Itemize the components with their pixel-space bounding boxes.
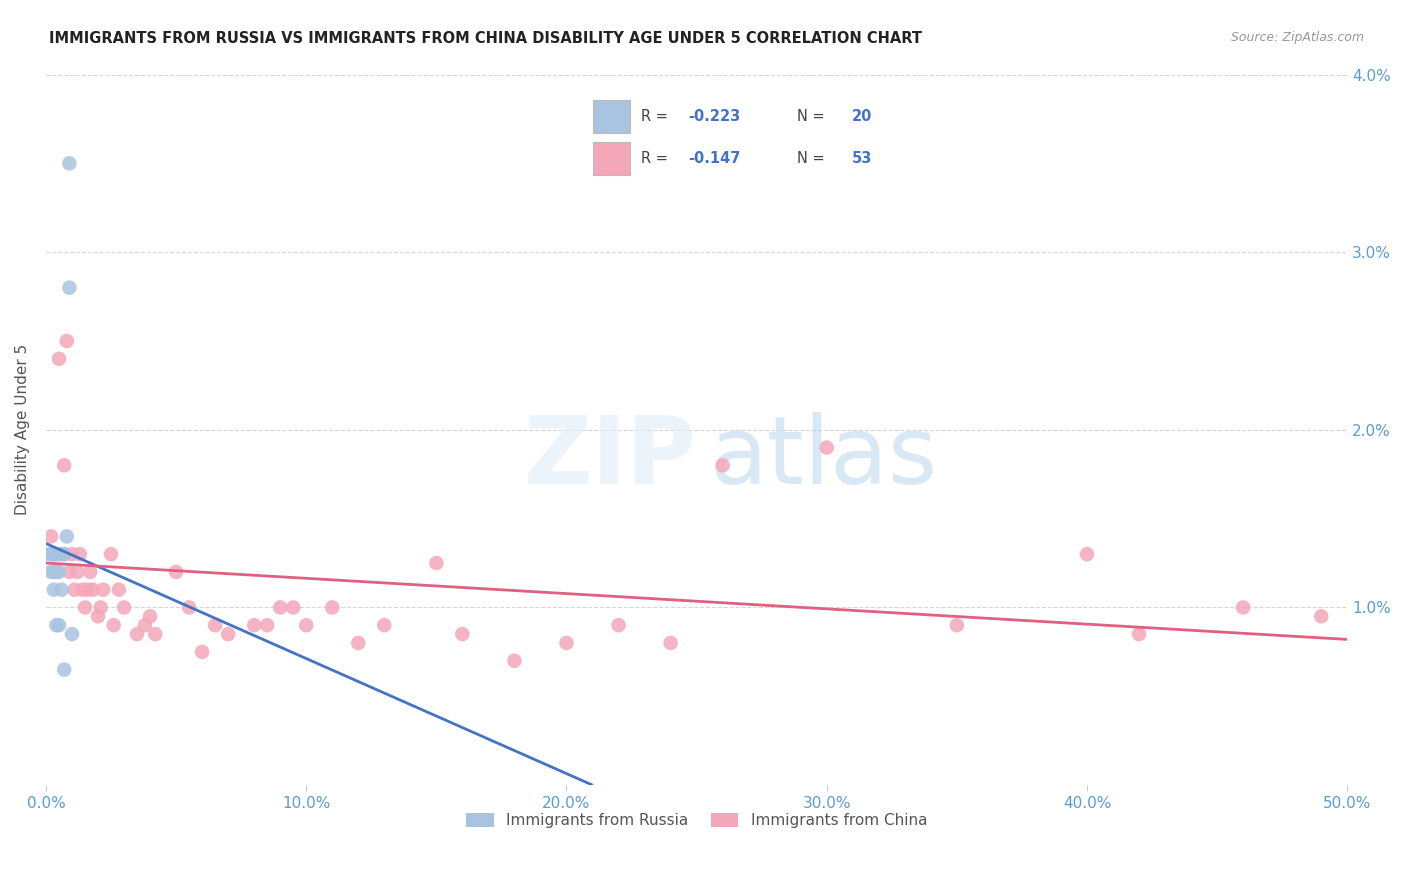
Point	[373, 618, 395, 632]
Point	[42, 582, 65, 597]
Point	[1076, 547, 1098, 561]
Point	[51, 547, 73, 561]
Point	[53, 547, 76, 561]
Point	[283, 600, 305, 615]
Point	[90, 600, 112, 615]
Text: Source: ZipAtlas.com: Source: ZipAtlas.com	[1230, 31, 1364, 45]
Text: ZIP: ZIP	[524, 412, 696, 504]
Point	[82, 582, 104, 597]
Point	[815, 441, 838, 455]
Point	[51, 582, 73, 597]
Legend: Immigrants from Russia, Immigrants from China: Immigrants from Russia, Immigrants from …	[460, 807, 934, 834]
Point	[69, 547, 91, 561]
Point	[425, 556, 447, 570]
Point	[48, 351, 70, 366]
Point	[39, 565, 62, 579]
Point	[179, 600, 201, 615]
Point	[321, 600, 343, 615]
Point	[503, 654, 526, 668]
Point	[39, 529, 62, 543]
Point	[73, 600, 96, 615]
Point	[1232, 600, 1254, 615]
Point	[100, 547, 122, 561]
Point	[711, 458, 734, 473]
Point	[53, 547, 76, 561]
Point	[45, 547, 67, 561]
Point	[72, 582, 94, 597]
Point	[42, 565, 65, 579]
Point	[607, 618, 630, 632]
Point	[256, 618, 278, 632]
Point	[42, 547, 65, 561]
Point	[60, 547, 83, 561]
Point	[91, 582, 114, 597]
Point	[555, 636, 578, 650]
Point	[204, 618, 226, 632]
Point	[125, 627, 148, 641]
Point	[66, 565, 89, 579]
Point	[108, 582, 131, 597]
Text: IMMIGRANTS FROM RUSSIA VS IMMIGRANTS FROM CHINA DISABILITY AGE UNDER 5 CORRELATI: IMMIGRANTS FROM RUSSIA VS IMMIGRANTS FRO…	[49, 31, 922, 46]
Point	[243, 618, 266, 632]
Point	[53, 663, 76, 677]
Point	[295, 618, 318, 632]
Point	[39, 547, 62, 561]
Point	[347, 636, 370, 650]
Point	[269, 600, 291, 615]
Point	[58, 281, 80, 295]
Point	[76, 582, 98, 597]
Point	[659, 636, 682, 650]
Point	[48, 565, 70, 579]
Point	[112, 600, 135, 615]
Point	[56, 529, 79, 543]
Point	[191, 645, 214, 659]
Text: atlas: atlas	[710, 412, 938, 504]
Point	[58, 565, 80, 579]
Point	[79, 565, 101, 579]
Point	[48, 618, 70, 632]
Point	[134, 618, 156, 632]
Point	[56, 334, 79, 348]
Point	[58, 156, 80, 170]
Point	[53, 458, 76, 473]
Point	[1128, 627, 1150, 641]
Point	[63, 582, 86, 597]
Point	[103, 618, 125, 632]
Point	[45, 565, 67, 579]
Point	[165, 565, 187, 579]
Point	[42, 547, 65, 561]
Point	[87, 609, 110, 624]
Point	[217, 627, 239, 641]
Point	[451, 627, 474, 641]
Point	[946, 618, 969, 632]
Point	[143, 627, 166, 641]
Point	[38, 547, 60, 561]
Point	[48, 547, 70, 561]
Y-axis label: Disability Age Under 5: Disability Age Under 5	[15, 344, 30, 516]
Point	[45, 618, 67, 632]
Point	[60, 627, 83, 641]
Point	[139, 609, 162, 624]
Point	[1310, 609, 1333, 624]
